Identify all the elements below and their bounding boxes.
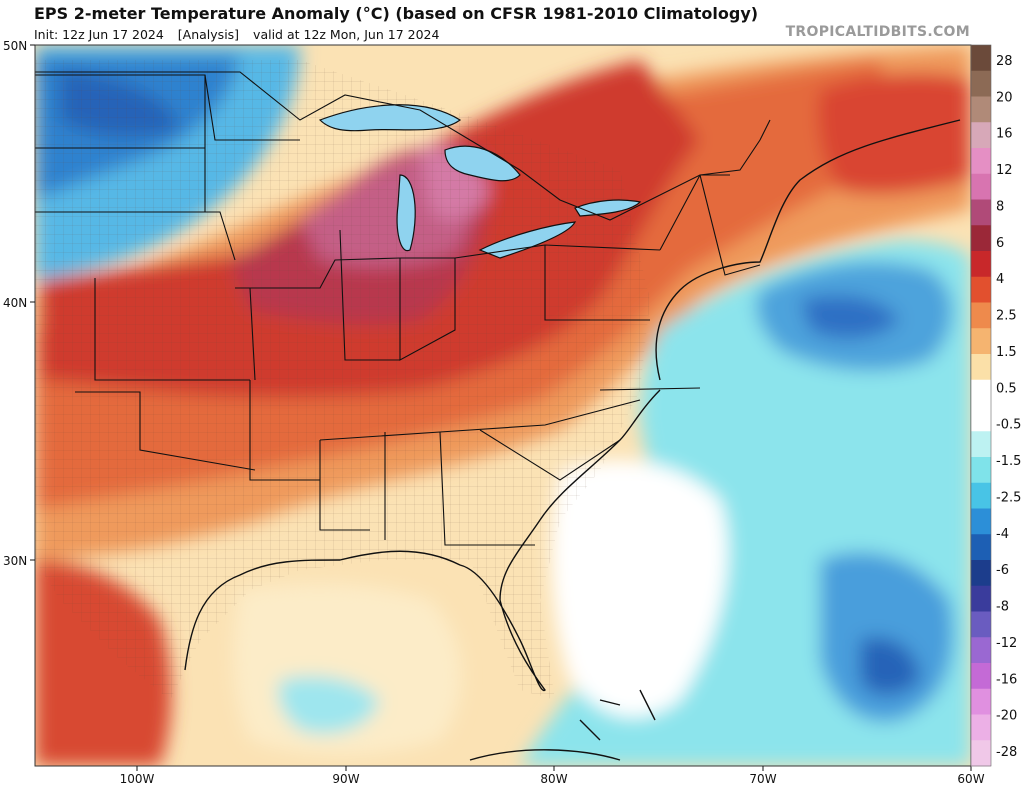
colorbar-swatch <box>971 70 991 97</box>
colorbar-label: 12 <box>996 163 1013 178</box>
colorbar-label: 16 <box>996 127 1013 142</box>
colorbar-label: -16 <box>996 672 1017 687</box>
lon-label-70w: 70W <box>749 772 776 786</box>
anomaly-field <box>35 45 971 766</box>
lon-label-60w: 60W <box>957 772 984 786</box>
colorbar-swatch <box>971 379 991 406</box>
colorbar-label: 20 <box>996 90 1013 105</box>
map-title: EPS 2-meter Temperature Anomaly (°C) (ba… <box>34 4 759 23</box>
init-time: Init: 12z Jun 17 2024 <box>34 27 164 42</box>
colorbar-swatch <box>971 225 991 252</box>
colorbar-swatch <box>971 122 991 149</box>
latitude-axis: 50N 40N 30N <box>3 39 35 568</box>
colorbar-swatch <box>971 45 991 72</box>
colorbar-swatch <box>971 482 991 509</box>
colorbar-swatch <box>971 251 991 278</box>
colorbar-swatch <box>971 714 991 741</box>
colorbar-swatch <box>971 354 991 381</box>
colorbar-label: 4 <box>996 272 1004 287</box>
colorbar-label: -28 <box>996 745 1017 760</box>
colorbar-label: -4 <box>996 527 1009 542</box>
colorbar-label: 1.5 <box>996 345 1017 360</box>
lat-label-30n: 30N <box>3 554 27 568</box>
colorbar-label: -0.5 <box>996 418 1021 433</box>
colorbar-swatch <box>971 173 991 200</box>
colorbar-swatch <box>971 148 991 175</box>
lat-label-50n: 50N <box>3 39 27 53</box>
map-subtitle: Init: 12z Jun 17 2024 [Analysis] valid a… <box>34 27 449 42</box>
lon-label-90w: 90W <box>332 772 359 786</box>
site-brand: TROPICALTIDBITS.COM <box>785 24 970 40</box>
colorbar-swatch <box>971 96 991 123</box>
colorbar-label: 6 <box>996 236 1004 251</box>
valid-time: valid at 12z Mon, Jun 17 2024 <box>253 27 440 42</box>
colorbar-swatch <box>971 405 991 432</box>
colorbar-swatch <box>971 637 991 664</box>
colorbar-swatch <box>971 585 991 612</box>
colorbar-swatch <box>971 534 991 561</box>
lon-label-100w: 100W <box>120 772 155 786</box>
colorbar-swatch <box>971 611 991 638</box>
colorbar-label: -1.5 <box>996 454 1021 469</box>
colorbar-swatch <box>971 740 991 767</box>
colorbar-swatch <box>971 431 991 458</box>
colorbar: 28 20 16 12 8 6 4 2.5 1.5 0.5 -0.5 -1.5 -2.5 -4 -6 -8 -1… <box>970 44 1021 767</box>
colorbar-swatch <box>971 560 991 587</box>
lon-label-80w: 80W <box>540 772 567 786</box>
colorbar-label: -20 <box>996 709 1017 724</box>
colorbar-label: -2.5 <box>996 490 1021 505</box>
colorbar-label: 0.5 <box>996 381 1017 396</box>
colorbar-swatch <box>971 276 991 303</box>
lat-label-40n: 40N <box>3 296 27 310</box>
run-type: [Analysis] <box>177 27 240 42</box>
colorbar-swatch <box>971 328 991 355</box>
colorbar-swatch <box>971 663 991 690</box>
colorbar-label: 2.5 <box>996 309 1017 324</box>
colorbar-swatch <box>971 508 991 535</box>
longitude-axis: 100W 90W 80W 70W 60W <box>120 766 985 786</box>
colorbar-label: 8 <box>996 199 1004 214</box>
colorbar-label: -12 <box>996 636 1017 651</box>
colorbar-label: -8 <box>996 600 1009 615</box>
colorbar-label: -6 <box>996 563 1009 578</box>
colorbar-label: 28 <box>996 54 1013 69</box>
colorbar-swatch <box>971 302 991 329</box>
colorbar-swatch <box>971 688 991 715</box>
colorbar-swatch <box>971 457 991 484</box>
colorbar-swatch <box>971 199 991 226</box>
